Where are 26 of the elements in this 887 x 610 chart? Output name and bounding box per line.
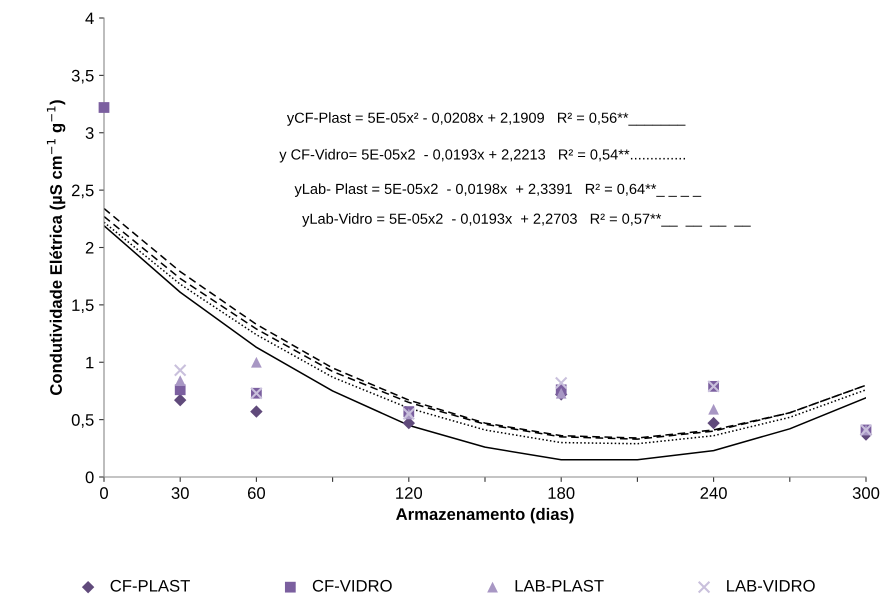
y-tick-label: 0,5	[72, 414, 94, 428]
x-axis-title: Armazenamento (dias)	[396, 508, 574, 524]
y-tick-label: 3,5	[72, 70, 94, 84]
annotation: yLab-Vidro = 5E-05x2 - 0,0193x + 2,2703 R² = 0,57**__ __ __ __	[302, 213, 751, 227]
y-tick-label: 2,5	[72, 184, 94, 198]
y-tick-label: 0	[86, 471, 94, 484]
x-tick-label: 240	[700, 487, 727, 499]
legend-label: CF-PLAST	[110, 580, 190, 592]
x-tick-label: 300	[852, 487, 880, 499]
y-tick-label: 2	[86, 242, 94, 254]
x-tick-label: 180	[548, 487, 574, 499]
x-tick-label: 120	[396, 487, 422, 499]
x-tick-label: 60	[248, 487, 266, 499]
annotation: yLab- Plast = 5E-05x2 - 0,0198x + 2,3391 R² = 0,64**_ _ _ _	[294, 183, 702, 197]
legend-label: CF-VIDRO	[312, 580, 392, 592]
x-tick-label: 0	[100, 487, 108, 499]
y-tick-label: 3	[86, 127, 94, 139]
legend-label: LAB-VIDRO	[727, 580, 815, 592]
y-axis-title: Condutividade Elétrica (µS cm$^{−1}$ g$^{−1}$)	[46, 100, 66, 395]
y-tick-label: 1	[86, 356, 94, 368]
y-tick-label: 1,5	[72, 299, 94, 314]
annotation: yCF-Plast = 5E-05x² - 0,0208x + 2,1909 R² = 0,56**_______	[286, 112, 686, 126]
annotation: y CF-Vidro= 5E-05x2 - 0,0193x + 2,2213 R² = 0,54**..............	[279, 148, 685, 162]
legend-label: LAB-PLAST	[516, 580, 604, 592]
x-tick-label: 30	[172, 487, 189, 499]
y-tick-label: 4	[85, 12, 94, 24]
